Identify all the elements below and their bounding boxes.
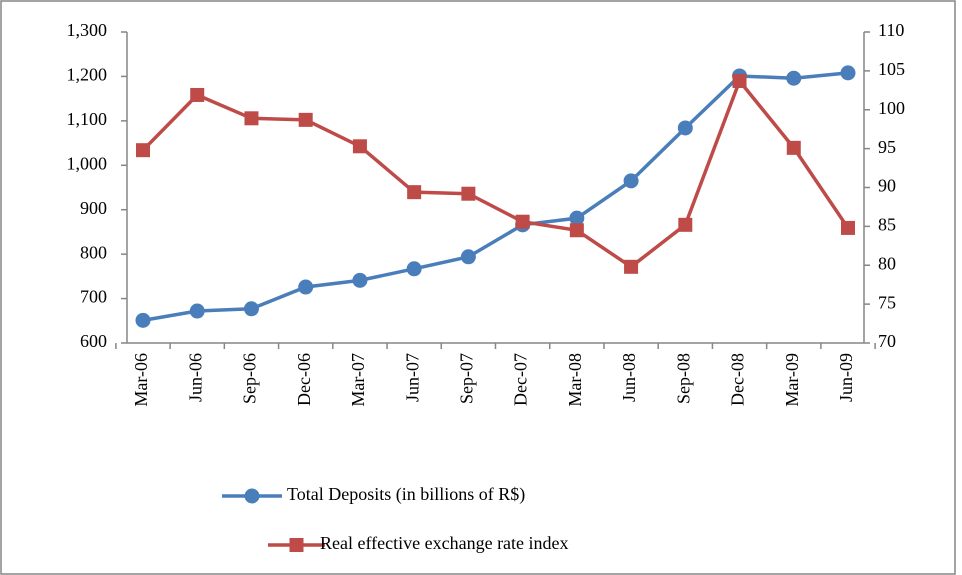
- y-tick-label: 700: [80, 287, 107, 307]
- y-tick-label: 800: [80, 242, 107, 262]
- series-line: [142, 71, 849, 323]
- y2-tick-label: 80: [878, 253, 896, 273]
- data-point: [352, 272, 368, 288]
- data-point: [244, 111, 259, 126]
- data-point: [406, 261, 422, 277]
- y-tick-label: 900: [80, 198, 107, 218]
- data-point: [569, 210, 585, 226]
- x-tick-label: Dec-08: [728, 353, 748, 406]
- y2-tick-label: 100: [878, 98, 905, 118]
- x-tick-label: Mar-08: [565, 353, 585, 407]
- data-point: [786, 140, 801, 155]
- legend-label: Total Deposits (in billions of R$): [287, 484, 525, 505]
- data-point: [352, 139, 367, 154]
- data-point: [515, 214, 530, 229]
- data-point: [678, 217, 693, 232]
- legend-label: Real effective exchange rate index: [320, 533, 569, 553]
- data-point: [190, 87, 205, 102]
- data-point: [407, 185, 422, 200]
- x-tick-label: Dec-06: [294, 353, 314, 406]
- y2-tick-label: 70: [878, 331, 896, 351]
- y2-tick-label: 110: [878, 20, 904, 40]
- data-point: [136, 143, 150, 158]
- y2-tick-label: 90: [878, 176, 896, 196]
- y2-tick-label: 85: [878, 215, 896, 235]
- data-point: [243, 301, 259, 317]
- data-point: [624, 259, 639, 274]
- x-tick-label: Dec-07: [511, 353, 531, 406]
- data-point: [460, 249, 476, 265]
- data-point: [841, 220, 855, 235]
- data-point: [569, 223, 584, 238]
- y-tick-label: 1,200: [67, 65, 108, 85]
- x-tick-label: Sep-08: [673, 353, 693, 404]
- y2-tick-label: 95: [878, 137, 896, 157]
- x-tick-label: Jun-09: [836, 353, 856, 402]
- x-tick-label: Jun-07: [402, 353, 422, 402]
- y2-tick-label: 105: [878, 59, 905, 79]
- x-tick-label: Mar-09: [782, 353, 802, 407]
- data-point: [298, 279, 314, 295]
- data-point: [189, 303, 205, 319]
- series-line: [141, 77, 850, 269]
- y2-tick-label: 75: [878, 292, 896, 312]
- x-tick-label: Mar-06: [131, 353, 151, 407]
- data-point: [677, 120, 693, 136]
- x-tick-label: Mar-07: [348, 353, 368, 407]
- y-tick-label: 1,000: [67, 153, 108, 173]
- data-point: [461, 186, 476, 201]
- y-tick-label: 600: [80, 331, 107, 351]
- data-point: [786, 70, 802, 86]
- data-point: [135, 312, 151, 328]
- data-point: [623, 173, 639, 189]
- data-point: [298, 112, 313, 127]
- x-tick-label: Jun-06: [185, 353, 205, 402]
- x-tick-label: Sep-06: [240, 353, 260, 404]
- data-point: [840, 65, 856, 81]
- y-tick-label: 1,300: [67, 20, 108, 40]
- data-point: [732, 73, 747, 88]
- x-tick-label: Jun-08: [619, 353, 639, 402]
- legend-marker: [244, 488, 260, 504]
- y-tick-label: 1,100: [67, 109, 108, 129]
- legend-marker: [289, 538, 304, 552]
- x-tick-label: Sep-07: [457, 353, 477, 404]
